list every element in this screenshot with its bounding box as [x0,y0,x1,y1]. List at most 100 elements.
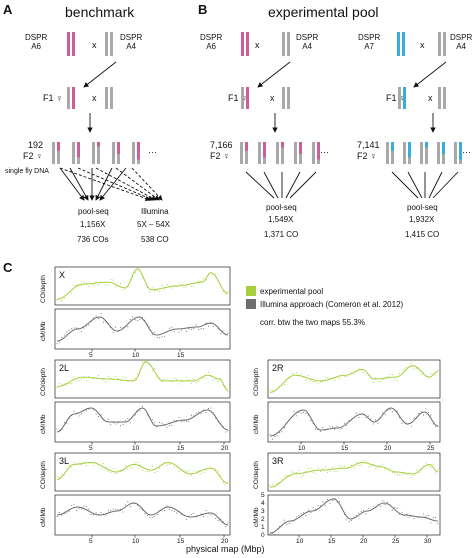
chr-3r-illumina-point [286,523,288,525]
chr-x-illumina-point [63,334,65,336]
panel-a-letter: A [3,2,13,17]
b-left-f2-2-segment [281,142,284,148]
chr-3l-illumina-point [215,517,217,519]
chr-3r-illumina-point [315,508,317,510]
chr-2r-illumina-point [293,411,295,413]
chr-x-experimental-point [71,292,73,294]
chr-3l-illumina-point [156,513,158,515]
chr-3r-illumina-point [406,513,408,515]
chr-3r-illumina-point [298,515,300,517]
chr-2r-illumina-point [384,414,386,416]
chr-x-experimental-point [93,284,95,286]
chr-3r-experimental-point [339,465,341,467]
chr-x-experimental-point [166,284,168,286]
chr-2r-experimental-point [394,378,396,380]
chr-2r-experimental-point [339,377,341,379]
chr-2l-illumina-point [110,424,112,426]
chr-3r-experimental-point [331,466,333,468]
chr-2r-ylab-bottom: cM/Mb [253,414,260,435]
b-right-parent2-chrom-2 [443,32,446,56]
b-left-fan-2 [263,171,279,199]
chr-3r-experimental-point [365,461,367,463]
chr-2r-xtick-label: 25 [427,445,435,452]
chr-3l-illumina-point [171,510,173,512]
chr-2r-illumina-point [372,423,374,425]
chr-3l-experimental-point [144,471,146,473]
chr-2l-experimental-point [110,377,112,379]
chr-3l-illumina-point [78,507,80,509]
chr-3l-illumina-point [210,514,212,516]
b-left-parent2-chrom-2 [287,32,290,56]
chr-3l-xtick-label: 10 [132,538,140,545]
chr-3r-illumina-point [353,516,355,518]
chr-2l-experimental-point [122,376,124,378]
b-right-parent2: DSPR A4 [450,33,473,52]
chr-2l-illumina-point [183,420,185,422]
chr-3l-illumina-point [56,515,58,518]
chr-2l-illumina-point [225,431,227,433]
chr-3r-experimental-point [370,465,372,467]
chr-2r-experimental-point [312,381,314,383]
chr-3l-experimental-point [188,470,190,472]
chr-x-experimental-point [119,283,122,285]
a-poolseq-coverage: 1,156X [80,220,106,229]
chr-2l-illumina-point [168,424,170,427]
chr-3r-xtick-label: 15 [328,538,336,545]
chr-2l-illumina-point [63,422,65,424]
chr-2r-experimental-point [379,380,381,383]
chr-3r-experimental-point [293,471,295,473]
chr-3r-experimental-point [276,483,278,485]
panel-b-title: experimental pool [268,4,379,20]
chr-x-experimental-point [190,285,192,288]
a-f2-0-segment [57,142,60,151]
a-parent2-chrom-1 [105,32,108,56]
chr-3r-illumina-point [408,516,410,518]
chr-2r-illumina-point [391,411,393,413]
a-f1-male-chrom-1 [105,87,108,109]
chr-3r-illumina-point [312,507,314,509]
chr-2r-illumina-point [430,414,432,416]
chr-2r-illumina-point [295,415,297,417]
chr-2r-illumina-point [329,425,331,427]
chr-3l-experimental-point [73,461,75,463]
chr-2r-experimental-point [435,374,437,376]
chr-3l-experimental-point [102,463,104,465]
chr-2l-experimental-point [71,383,73,385]
a-f2-count: 192 [28,140,44,150]
a-arrow-illumina-4 [115,167,160,201]
chr-3r-illumina-point [307,509,309,511]
a-parent2-chrom-2 [110,32,113,56]
chr-2r-experimental-point [396,379,398,381]
a-f2-4-chrom-1 [132,142,135,164]
chr-3l-illumina-point [68,510,70,512]
chr-x-illumina-point [115,326,117,328]
a-f1-chrom-2 [72,87,75,109]
b-left-f2-4-chrom-1 [312,142,315,164]
chr-x-experimental-point [171,287,173,289]
chr-x-xtick-label: 10 [132,352,140,359]
chr-3r-illumina-point [365,513,367,515]
chr-x-experimental-frame [54,266,231,306]
chr-3l-experimental-point [139,464,141,466]
chr-3l-experimental-point [203,471,205,473]
crossing-scheme-diagram [52,32,462,202]
chr-3r-ytick-label: 2 [261,516,265,523]
chr-3r-experimental-point [399,474,401,476]
chr-2r-experimental-point [415,367,417,369]
b-left-f2-count: 7,166 [210,140,233,150]
chr-x-illumina-point [178,331,180,333]
chr-x-experimental-point [183,287,185,289]
b-right-parent2-chrom-1 [438,32,441,56]
chr-x-illumina-point [220,333,222,335]
b-right-fan-4 [428,171,443,199]
chr-x-illumina-point [134,319,136,321]
panel-a-title: benchmark [65,4,135,20]
chr-2r-experimental-point [286,381,288,383]
chr-3r-ytick-label: 5 [261,492,265,499]
chr-3r-illumina-frame [267,494,441,536]
b-right-f2-4-segment [459,142,462,160]
a-parent1-label: DSPR A6 [25,33,48,52]
b-left-f2-2-chrom-1 [276,142,279,164]
chr-3r-experimental-point [329,470,331,473]
chr-x-illumina-point [188,328,190,330]
